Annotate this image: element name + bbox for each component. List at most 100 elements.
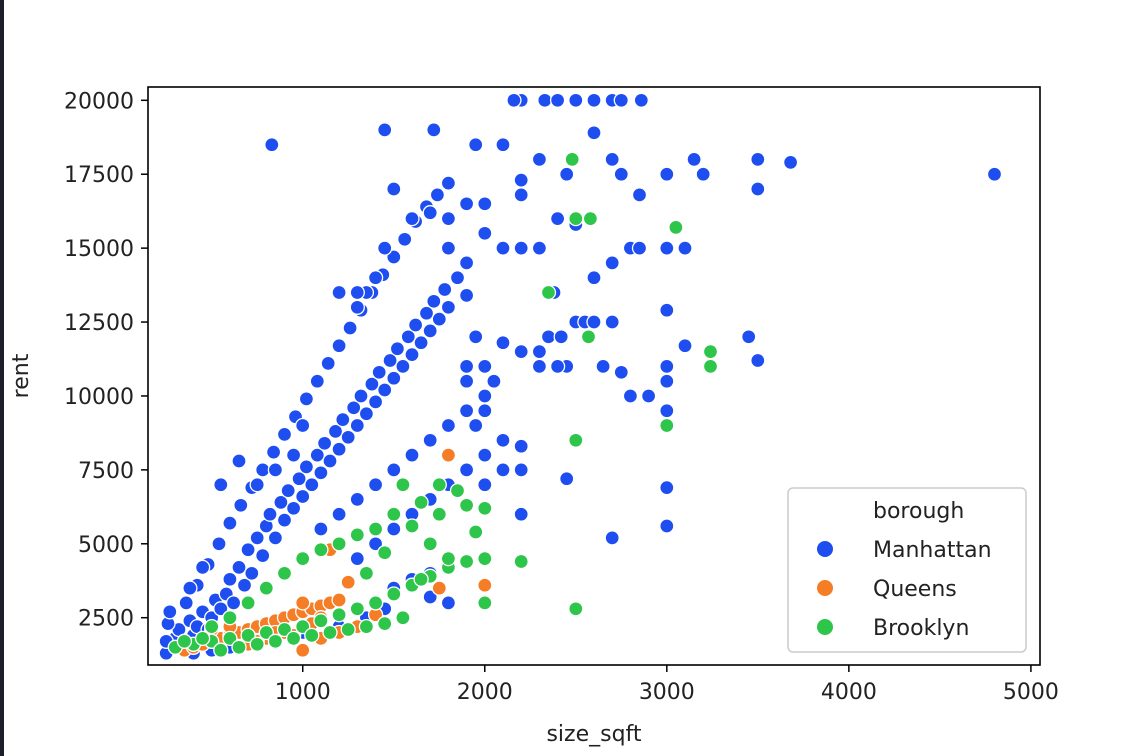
point-brooklyn <box>564 151 580 168</box>
point-manhattan <box>440 299 457 315</box>
point-manhattan <box>285 500 302 516</box>
point-manhattan <box>377 382 393 398</box>
point-manhattan <box>386 370 402 386</box>
y-tick-label: 17500 <box>64 163 134 188</box>
legend: borough Manhattan Queens Brooklyn <box>787 487 1027 653</box>
point-manhattan <box>236 577 253 593</box>
point-brooklyn <box>580 329 597 345</box>
point-brooklyn <box>413 494 429 511</box>
point-manhattan <box>531 358 548 375</box>
point-manhattan <box>382 352 398 369</box>
point-brooklyn <box>222 630 238 647</box>
point-manhattan <box>320 355 336 372</box>
legend-label-brooklyn: Brooklyn <box>873 616 969 641</box>
point-manhattan <box>549 358 566 375</box>
window-edge <box>0 0 4 756</box>
point-manhattan <box>437 281 453 298</box>
point-manhattan <box>513 187 529 203</box>
point-manhattan <box>404 210 420 227</box>
point-manhattan <box>440 175 457 191</box>
point-manhattan <box>477 388 493 404</box>
point-brooklyn <box>668 219 684 236</box>
point-manhattan <box>613 364 629 380</box>
point-manhattan <box>750 181 766 197</box>
y-tick-label: 7500 <box>78 459 134 484</box>
point-manhattan <box>540 329 557 345</box>
point-manhattan <box>364 376 380 392</box>
x-tick-label: 5000 <box>1003 680 1059 705</box>
point-manhattan <box>495 432 511 448</box>
point-brooklyn <box>513 553 529 570</box>
point-manhattan <box>559 471 575 487</box>
point-brooklyn <box>331 607 347 623</box>
y-axis-label: rent <box>9 353 34 398</box>
point-manhattan <box>386 249 402 265</box>
point-manhattan <box>695 166 711 182</box>
point-brooklyn <box>258 624 274 641</box>
point-manhattan <box>531 151 548 168</box>
point-manhattan <box>422 205 438 221</box>
point-manhattan <box>568 92 584 108</box>
point-brooklyn <box>349 527 365 543</box>
point-manhattan <box>531 343 548 360</box>
point-manhattan <box>586 92 602 108</box>
point-brooklyn <box>702 358 719 375</box>
point-manhattan <box>513 506 529 522</box>
point-brooklyn <box>276 565 293 581</box>
point-brooklyn <box>449 482 466 499</box>
point-manhattan <box>331 338 347 354</box>
point-manhattan <box>586 314 602 330</box>
point-manhattan <box>677 338 693 354</box>
point-manhattan <box>222 515 238 531</box>
point-manhattan <box>249 477 265 493</box>
point-manhattan <box>559 166 575 182</box>
point-manhattan <box>537 92 553 108</box>
point-brooklyn <box>213 642 229 658</box>
point-manhattan <box>322 453 338 469</box>
point-manhattan <box>458 287 475 304</box>
legend-marker-brooklyn <box>817 619 833 635</box>
y-tick-label: 20000 <box>64 89 134 114</box>
point-manhattan <box>431 311 447 327</box>
point-brooklyn <box>702 343 719 360</box>
point-manhattan <box>659 403 675 419</box>
point-manhattan <box>659 166 675 182</box>
point-manhattan <box>458 255 475 271</box>
point-manhattan <box>495 335 511 351</box>
x-axis: 1000 2000 3000 4000 5000 <box>275 665 1059 705</box>
point-manhattan <box>316 435 333 451</box>
point-brooklyn <box>231 639 247 655</box>
point-manhattan <box>640 388 657 404</box>
point-manhattan <box>295 488 311 505</box>
point-brooklyn <box>258 580 274 596</box>
legend-marker-queens <box>817 580 833 596</box>
point-manhattan <box>458 403 475 419</box>
point-brooklyn <box>377 615 393 632</box>
point-manhattan <box>327 423 344 440</box>
point-manhattan <box>331 441 347 457</box>
point-manhattan <box>553 329 569 345</box>
point-manhattan <box>255 547 271 564</box>
point-manhattan <box>265 444 282 460</box>
y-tick-label: 5000 <box>78 533 134 558</box>
point-brooklyn <box>358 565 375 581</box>
legend-label-manhattan: Manhattan <box>873 538 992 563</box>
point-manhattan <box>468 329 484 345</box>
point-brooklyn <box>331 536 347 552</box>
point-manhattan <box>395 358 411 375</box>
point-manhattan <box>213 601 229 617</box>
point-queens <box>331 592 347 608</box>
y-tick-label: 10000 <box>64 385 134 410</box>
point-manhattan <box>549 210 566 227</box>
point-manhattan <box>342 320 358 336</box>
point-manhattan <box>750 352 766 369</box>
point-manhattan <box>162 604 178 620</box>
point-brooklyn <box>582 210 599 227</box>
point-brooklyn <box>540 284 557 301</box>
point-queens <box>340 574 356 590</box>
point-manhattan <box>413 335 429 351</box>
point-brooklyn <box>340 621 356 638</box>
point-manhattan <box>513 343 529 360</box>
y-tick-label: 12500 <box>64 311 134 336</box>
